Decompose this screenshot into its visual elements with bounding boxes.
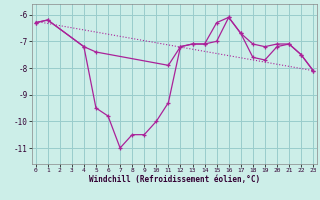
- X-axis label: Windchill (Refroidissement éolien,°C): Windchill (Refroidissement éolien,°C): [89, 175, 260, 184]
